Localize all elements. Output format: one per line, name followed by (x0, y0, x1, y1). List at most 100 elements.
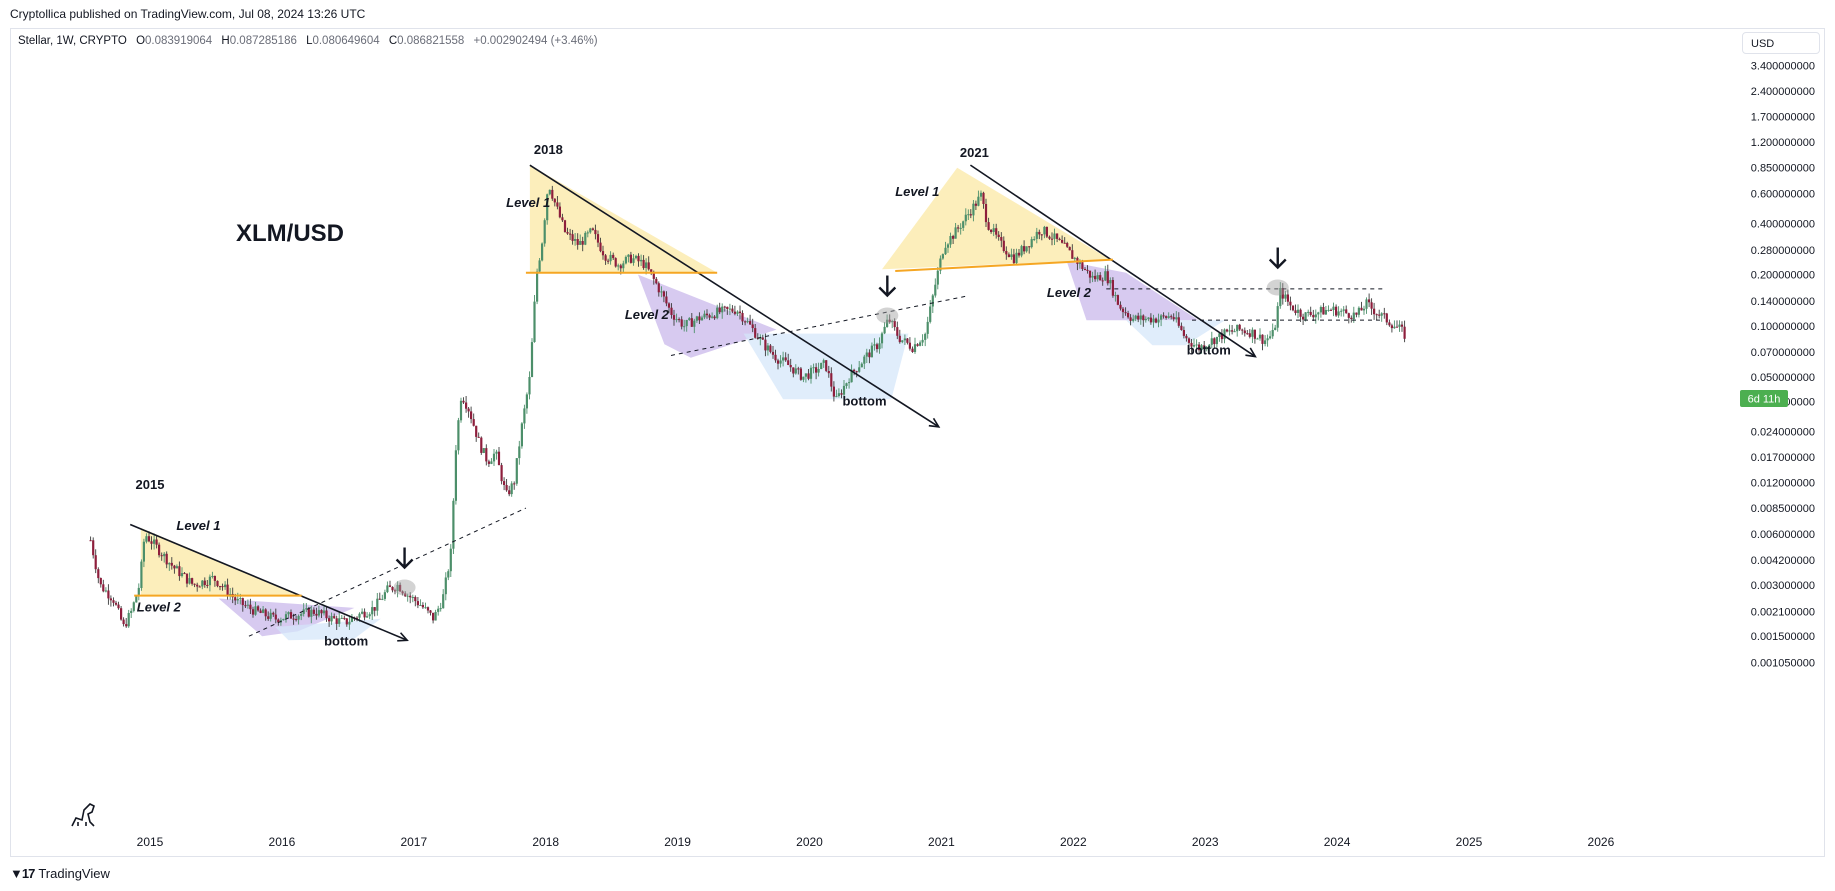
candle-body (1187, 338, 1191, 343)
candle-body (505, 485, 508, 491)
candle-body (1294, 310, 1297, 313)
candle-body (634, 255, 638, 259)
candle-body (1116, 295, 1119, 305)
candle-body (155, 539, 158, 545)
downtrend-line (529, 164, 940, 428)
candle-body (1383, 313, 1386, 315)
candle-body (688, 318, 691, 320)
candle-body (718, 307, 721, 313)
candle-body (180, 573, 184, 577)
candle-body (178, 566, 181, 577)
candle-body (1322, 307, 1325, 315)
candle-body (868, 352, 871, 358)
candle-body (995, 228, 998, 235)
y-tick-label: 0.050000000 (1751, 372, 1815, 384)
candle-body (632, 258, 635, 263)
candle-body (127, 613, 130, 627)
candle-body (426, 607, 430, 611)
candle-body (1388, 322, 1391, 326)
candle-body (322, 610, 326, 614)
candle-body (1177, 317, 1180, 326)
candle-body (627, 254, 630, 257)
x-tick-label: 2019 (664, 835, 691, 849)
candle-body (1314, 314, 1317, 318)
x-tick-label: 2017 (400, 835, 427, 849)
candle-body (908, 342, 911, 349)
candle-body (990, 229, 993, 232)
candle-body (1086, 269, 1089, 271)
x-tick-label: 2024 (1324, 835, 1351, 849)
candle-body (92, 540, 95, 556)
candle-body (1012, 254, 1015, 264)
footer-brand[interactable]: TradingView (38, 866, 110, 881)
candle-body (1286, 294, 1289, 302)
candle-body (1281, 288, 1284, 299)
candle-body (561, 217, 564, 221)
candle-body (774, 354, 777, 361)
candle-body (262, 609, 265, 613)
candle-body (391, 587, 394, 591)
candle-body (257, 606, 260, 611)
candle-body (1142, 315, 1145, 321)
candle-body (160, 555, 163, 557)
candle-body (1190, 342, 1193, 347)
candle-body (1185, 335, 1188, 339)
candle-body (1241, 329, 1244, 331)
candle-body (690, 318, 693, 327)
candle-body (147, 536, 151, 542)
candle-body (675, 319, 678, 321)
candle-body (817, 369, 820, 373)
candle-body (906, 338, 909, 343)
candle-body (218, 586, 222, 588)
candle-body (1324, 310, 1327, 315)
candle-body (1129, 317, 1132, 321)
symbol-label[interactable]: Stellar, 1W, CRYPTO (18, 35, 127, 47)
annotation-labels: 2015 2018 2021 Level 1 Level 2 Level 1 Level 2… (136, 142, 1231, 648)
candle-body (284, 614, 288, 619)
candle-body (373, 607, 376, 611)
candle-body (556, 202, 559, 207)
candle-body (1061, 240, 1064, 243)
candle-body (485, 448, 488, 462)
candle-body (462, 400, 465, 403)
candle-body (670, 307, 673, 315)
candle-body (305, 608, 308, 610)
candle-body (893, 321, 896, 328)
candle-body (1375, 314, 1378, 316)
candle-body (551, 189, 554, 199)
candle-body (779, 360, 782, 364)
candle-body (898, 335, 901, 343)
candle-body (797, 368, 800, 370)
level-label: Level 2 (625, 307, 670, 322)
candle-body (328, 618, 331, 622)
candle-body (886, 319, 889, 327)
candle-body (287, 612, 290, 615)
candle-body (1073, 257, 1076, 259)
candle-body (211, 576, 214, 577)
candle-body (269, 612, 272, 619)
candle-body (1200, 345, 1203, 351)
candle-body (102, 584, 105, 592)
candle-body (1236, 324, 1239, 332)
candle-body (1157, 319, 1160, 323)
candle-body (465, 402, 468, 409)
candle-body (657, 283, 660, 293)
candle-body (1160, 315, 1163, 320)
candle-body (310, 609, 313, 617)
candle-body (1137, 315, 1140, 320)
candle-body (1023, 246, 1026, 252)
candle-body (901, 340, 904, 343)
pattern-zone (275, 618, 381, 641)
candle-body (1352, 312, 1355, 320)
candle-body (711, 316, 714, 318)
candle-body (716, 307, 719, 319)
candle-body (650, 269, 653, 273)
candle-body (883, 326, 886, 334)
candle-body (216, 580, 219, 587)
candle-body (297, 615, 300, 620)
candle-body (1033, 239, 1036, 240)
candle-body (109, 598, 112, 601)
candle-body (1010, 254, 1013, 257)
currency-button[interactable]: USD (1742, 32, 1820, 54)
